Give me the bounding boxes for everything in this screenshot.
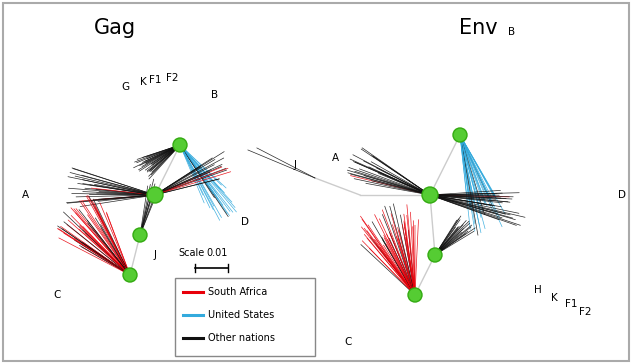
Text: D: D <box>618 190 626 200</box>
Text: F2: F2 <box>579 307 592 317</box>
Circle shape <box>422 187 438 203</box>
Circle shape <box>123 268 137 282</box>
Circle shape <box>147 187 163 203</box>
Text: H: H <box>534 285 542 295</box>
Circle shape <box>173 138 187 152</box>
Circle shape <box>408 288 422 302</box>
Text: 0.01: 0.01 <box>206 248 228 258</box>
Text: A: A <box>21 190 28 200</box>
Text: J: J <box>154 250 157 260</box>
Text: F1: F1 <box>565 299 577 309</box>
Text: B: B <box>212 90 219 100</box>
Text: Env: Env <box>459 18 497 38</box>
Text: Scale: Scale <box>178 248 204 258</box>
Text: F1: F1 <box>149 75 161 85</box>
Circle shape <box>428 248 442 262</box>
Text: South Africa: South Africa <box>208 287 267 297</box>
Circle shape <box>453 128 467 142</box>
Circle shape <box>133 228 147 242</box>
Text: B: B <box>508 27 516 37</box>
Text: G: G <box>121 82 129 92</box>
FancyBboxPatch shape <box>175 278 315 356</box>
Text: K: K <box>550 293 557 303</box>
Text: Other nations: Other nations <box>208 333 275 343</box>
Text: D: D <box>241 217 249 227</box>
Text: J: J <box>293 160 296 170</box>
Text: Gag: Gag <box>94 18 136 38</box>
Text: F2: F2 <box>166 73 178 83</box>
Text: K: K <box>140 77 147 87</box>
Text: C: C <box>53 290 61 300</box>
Text: United States: United States <box>208 310 274 320</box>
Text: C: C <box>344 337 351 347</box>
Text: A: A <box>331 153 339 163</box>
